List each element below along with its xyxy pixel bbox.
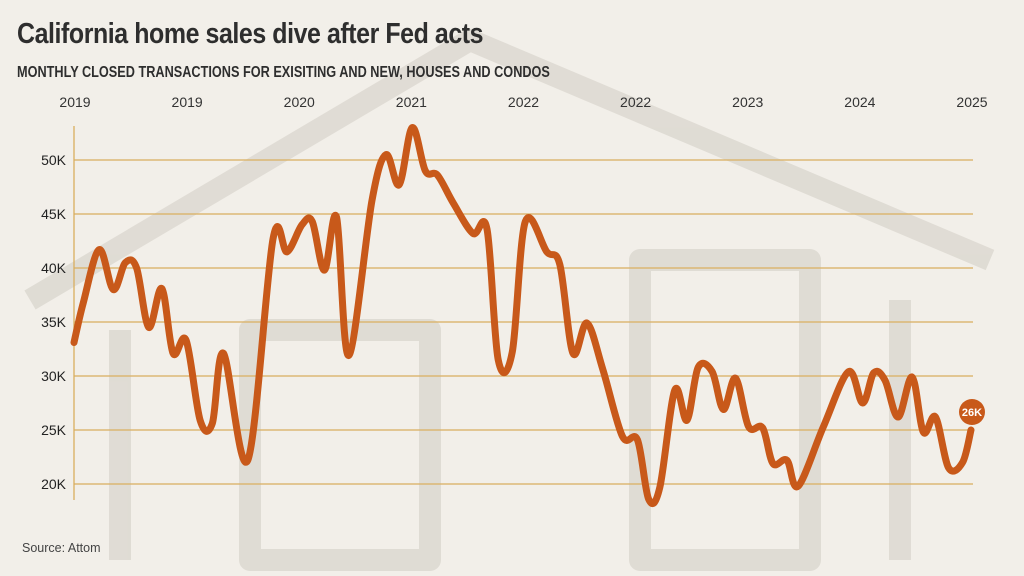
house-door-shape [629, 249, 821, 571]
badge-label: 26K [962, 407, 982, 419]
y-tick-label: 25K [41, 422, 67, 438]
x-tick-label: 2022 [620, 94, 651, 110]
x-tick-labels: 2019 2019 2020 2021 2022 2022 2023 2024 2025 [59, 94, 987, 110]
house-roof-shape [24, 29, 995, 310]
source-note: Source: Attom [22, 541, 101, 555]
x-tick-label: 2025 [956, 94, 987, 110]
series-line [70, 124, 975, 508]
x-tick-label: 2021 [396, 94, 427, 110]
y-tick-label: 35K [41, 314, 67, 330]
y-tick-labels: 20K 25K 30K 35K 40K 45K 50K [41, 152, 67, 492]
y-tick-label: 45K [41, 206, 67, 222]
x-tick-label: 2019 [59, 94, 90, 110]
badge-circle [959, 399, 985, 425]
y-tick-label: 30K [41, 368, 67, 384]
y-tick-label: 20K [41, 476, 67, 492]
x-tick-label: 2019 [172, 94, 203, 110]
grid-lines [74, 159, 973, 485]
chart-title: California home sales dive after Fed act… [17, 18, 484, 50]
last-value-badge: 26K [959, 399, 985, 425]
chart-subtitle: MONTHLY CLOSED TRANSACTIONS FOR EXISITIN… [17, 64, 550, 81]
x-tick-label: 2020 [284, 94, 315, 110]
x-tick-label: 2024 [844, 94, 875, 110]
y-tick-label: 40K [41, 260, 67, 276]
y-tick-label: 50K [41, 152, 67, 168]
data-points [73, 127, 972, 500]
x-tick-label: 2022 [508, 94, 539, 110]
x-tick-label: 2023 [732, 94, 763, 110]
